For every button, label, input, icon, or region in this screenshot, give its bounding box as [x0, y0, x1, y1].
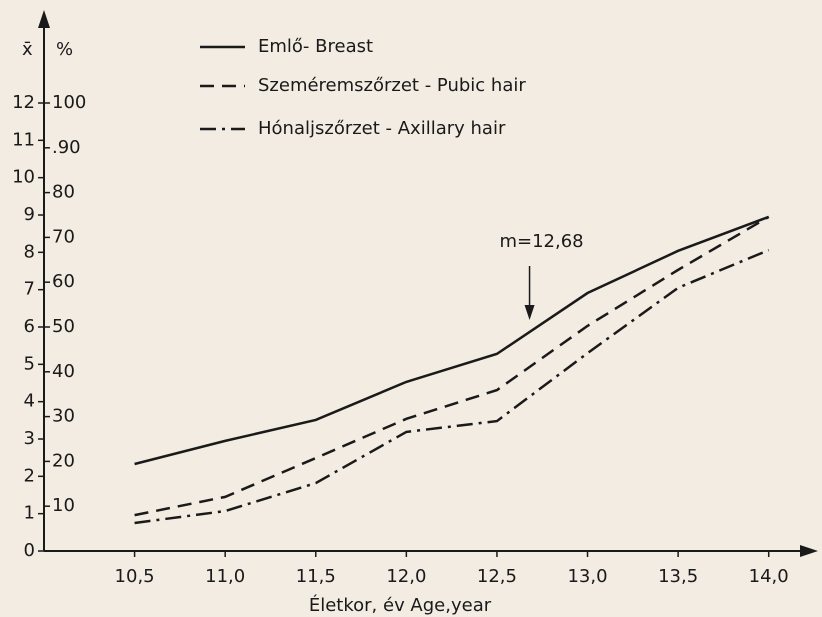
y-axis-label: x̄ [22, 39, 33, 60]
x-tick-label: 12,0 [386, 566, 426, 587]
x-tick-label: 12,5 [477, 566, 517, 587]
line-series [134, 215, 770, 466]
y-axis-arrow [38, 10, 50, 28]
y2-tick-label: 10 [52, 495, 75, 516]
y-tick-label: 2 [24, 465, 35, 486]
line-series [134, 248, 770, 525]
x-tick-label: 13,5 [658, 566, 698, 587]
annotation-arrowhead [524, 305, 535, 320]
x-tick-label: 11,5 [296, 566, 336, 587]
x-axis-label: Életkor, év Age,year [309, 594, 492, 616]
y2-tick-label: .90 [52, 137, 81, 158]
y-tick-label: 3 [24, 428, 35, 449]
x-tick-label: 11,0 [205, 566, 245, 587]
y-tick-label: 6 [24, 316, 35, 337]
y2-tick-label: 20 [52, 450, 75, 471]
y2-tick-label: 60 [52, 271, 75, 292]
legend-label: Emlő- Breast [258, 36, 373, 57]
y2-tick-label: 30 [52, 406, 75, 427]
y-tick-label: 0 [24, 540, 35, 561]
x-tick-label: 10,5 [115, 566, 155, 587]
y2-axis-label: % [56, 39, 73, 60]
x-tick-label: 13,0 [567, 566, 607, 587]
y-tick-label: 10 [12, 167, 35, 188]
line-series [134, 215, 770, 517]
legend-label: Szeméremszőrzet - Pubic hair [258, 75, 526, 96]
y2-tick-label: 80 [52, 182, 75, 203]
y-tick-label: 9 [24, 204, 35, 225]
y2-tick-label: 40 [52, 361, 75, 382]
y2-tick-label: 50 [52, 316, 75, 337]
y-tick-label: 7 [24, 279, 35, 300]
x-tick-label: 14,0 [749, 566, 789, 587]
y2-tick-label: 100 [52, 92, 86, 113]
y-tick-label: 12 [12, 92, 35, 113]
y-tick-label: 1 [24, 503, 35, 524]
y-tick-label: 4 [24, 391, 35, 412]
x-axis-arrow [800, 545, 818, 557]
y-tick-label: 8 [24, 241, 35, 262]
legend-label: Hónaljszőrzet - Axillary hair [258, 118, 506, 139]
y-tick-label: 11 [12, 129, 35, 150]
y-tick-label: 5 [24, 353, 35, 374]
annotation: m=12,68 [499, 231, 583, 252]
y2-tick-label: 70 [52, 226, 75, 247]
